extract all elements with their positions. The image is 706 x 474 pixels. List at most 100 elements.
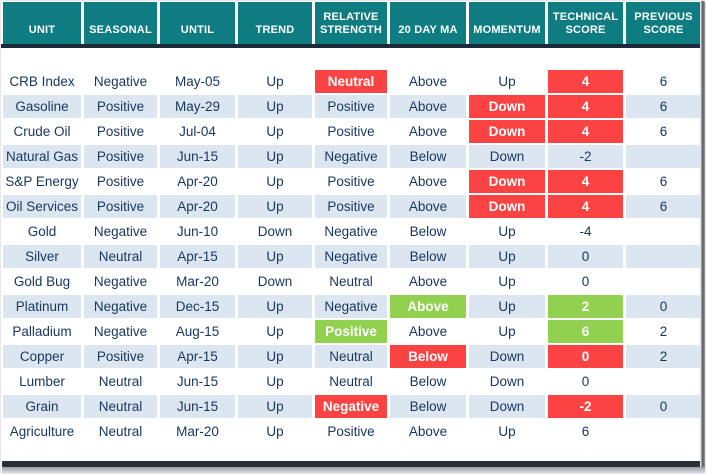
cell-gold-bug-unit[interactable]: Gold Bug <box>3 270 81 293</box>
cell-crude-oil-seasonal[interactable]: Positive <box>84 120 157 143</box>
cell-palladium-until[interactable]: Aug-15 <box>160 320 235 343</box>
cell-copper-unit[interactable]: Copper <box>3 345 81 368</box>
cell-natural-gas-seasonal[interactable]: Positive <box>84 145 157 168</box>
cell-silver-until[interactable]: Apr-15 <box>160 245 235 268</box>
cell-grain-momentum[interactable]: Down <box>469 395 545 418</box>
cell-silver-unit[interactable]: Silver <box>3 245 81 268</box>
cell-grain-previous-score[interactable]: 0 <box>626 395 701 418</box>
cell-s-p-energy-until[interactable]: Apr-20 <box>160 170 235 193</box>
cell-palladium-seasonal[interactable]: Negative <box>84 320 157 343</box>
cell-agriculture-unit[interactable]: Agriculture <box>3 420 81 443</box>
cell-lumber-relative-strength[interactable]: Neutral <box>315 370 387 393</box>
cell-copper-seasonal[interactable]: Positive <box>84 345 157 368</box>
cell-agriculture-previous-score[interactable] <box>626 420 701 443</box>
cell-natural-gas-momentum[interactable]: Down <box>469 145 545 168</box>
cell-lumber-seasonal[interactable]: Neutral <box>84 370 157 393</box>
cell-gold-trend[interactable]: Down <box>238 220 312 243</box>
cell-gasoline-20-day-ma[interactable]: Above <box>390 95 466 118</box>
cell-agriculture-trend[interactable]: Up <box>238 420 312 443</box>
cell-crb-index-seasonal[interactable]: Negative <box>84 70 157 93</box>
cell-palladium-unit[interactable]: Palladium <box>3 320 81 343</box>
cell-gold-previous-score[interactable] <box>626 220 701 243</box>
column-header-seasonal[interactable]: SEASONAL <box>84 2 157 44</box>
cell-crude-oil-technical-score[interactable]: 4 <box>548 120 623 143</box>
cell-platinum-trend[interactable]: Up <box>238 295 312 318</box>
cell-crude-oil-trend[interactable]: Up <box>238 120 312 143</box>
cell-gold-seasonal[interactable]: Negative <box>84 220 157 243</box>
cell-palladium-technical-score[interactable]: 6 <box>548 320 623 343</box>
column-header-until[interactable]: UNTIL <box>160 2 235 44</box>
cell-crude-oil-unit[interactable]: Crude Oil <box>3 120 81 143</box>
cell-palladium-trend[interactable]: Up <box>238 320 312 343</box>
cell-platinum-relative-strength[interactable]: Negative <box>315 295 387 318</box>
cell-agriculture-technical-score[interactable]: 6 <box>548 420 623 443</box>
cell-gasoline-technical-score[interactable]: 4 <box>548 95 623 118</box>
cell-gasoline-relative-strength[interactable]: Positive <box>315 95 387 118</box>
column-header-20-day-ma[interactable]: 20 DAY MA <box>390 2 466 44</box>
cell-gold-20-day-ma[interactable]: Below <box>390 220 466 243</box>
cell-gold-bug-20-day-ma[interactable]: Above <box>390 270 466 293</box>
cell-platinum-20-day-ma[interactable]: Above <box>390 295 466 318</box>
cell-gold-bug-momentum[interactable]: Up <box>469 270 545 293</box>
cell-gold-unit[interactable]: Gold <box>3 220 81 243</box>
cell-crude-oil-20-day-ma[interactable]: Above <box>390 120 466 143</box>
cell-crb-index-trend[interactable]: Up <box>238 70 312 93</box>
cell-gold-bug-previous-score[interactable] <box>626 270 701 293</box>
cell-lumber-momentum[interactable]: Down <box>469 370 545 393</box>
cell-oil-services-seasonal[interactable]: Positive <box>84 195 157 218</box>
cell-silver-momentum[interactable]: Up <box>469 245 545 268</box>
cell-lumber-20-day-ma[interactable]: Below <box>390 370 466 393</box>
cell-s-p-energy-technical-score[interactable]: 4 <box>548 170 623 193</box>
cell-grain-technical-score[interactable]: -2 <box>548 395 623 418</box>
cell-lumber-technical-score[interactable]: 0 <box>548 370 623 393</box>
cell-gasoline-momentum[interactable]: Down <box>469 95 545 118</box>
cell-gold-bug-relative-strength[interactable]: Neutral <box>315 270 387 293</box>
column-header-trend[interactable]: TREND <box>238 2 312 44</box>
cell-crb-index-unit[interactable]: CRB Index <box>3 70 81 93</box>
cell-crude-oil-relative-strength[interactable]: Positive <box>315 120 387 143</box>
cell-lumber-unit[interactable]: Lumber <box>3 370 81 393</box>
cell-gold-bug-trend[interactable]: Down <box>238 270 312 293</box>
cell-crb-index-technical-score[interactable]: 4 <box>548 70 623 93</box>
cell-natural-gas-unit[interactable]: Natural Gas <box>3 145 81 168</box>
cell-natural-gas-relative-strength[interactable]: Negative <box>315 145 387 168</box>
cell-platinum-seasonal[interactable]: Negative <box>84 295 157 318</box>
cell-lumber-trend[interactable]: Up <box>238 370 312 393</box>
cell-lumber-until[interactable]: Jun-15 <box>160 370 235 393</box>
cell-silver-relative-strength[interactable]: Negative <box>315 245 387 268</box>
cell-palladium-relative-strength[interactable]: Positive <box>315 320 387 343</box>
cell-grain-20-day-ma[interactable]: Below <box>390 395 466 418</box>
cell-s-p-energy-momentum[interactable]: Down <box>469 170 545 193</box>
cell-gold-until[interactable]: Jun-10 <box>160 220 235 243</box>
cell-agriculture-momentum[interactable]: Up <box>469 420 545 443</box>
cell-s-p-energy-previous-score[interactable]: 6 <box>626 170 701 193</box>
cell-s-p-energy-trend[interactable]: Up <box>238 170 312 193</box>
column-header-technical-score[interactable]: TECHNICAL SCORE <box>548 2 623 44</box>
cell-crb-index-relative-strength[interactable]: Neutral <box>315 70 387 93</box>
column-header-previous-score[interactable]: PREVIOUS SCORE <box>626 2 701 44</box>
cell-copper-relative-strength[interactable]: Neutral <box>315 345 387 368</box>
cell-gasoline-unit[interactable]: Gasoline <box>3 95 81 118</box>
column-header-momentum[interactable]: MOMENTUM <box>469 2 545 44</box>
cell-silver-20-day-ma[interactable]: Below <box>390 245 466 268</box>
cell-natural-gas-previous-score[interactable] <box>626 145 701 168</box>
cell-copper-20-day-ma[interactable]: Below <box>390 345 466 368</box>
cell-gold-bug-until[interactable]: Mar-20 <box>160 270 235 293</box>
cell-oil-services-previous-score[interactable]: 6 <box>626 195 701 218</box>
cell-s-p-energy-20-day-ma[interactable]: Above <box>390 170 466 193</box>
column-header-relative-strength[interactable]: RELATIVE STRENGTH <box>315 2 387 44</box>
cell-natural-gas-until[interactable]: Jun-15 <box>160 145 235 168</box>
column-header-unit[interactable]: UNIT <box>3 2 81 44</box>
cell-natural-gas-20-day-ma[interactable]: Below <box>390 145 466 168</box>
cell-oil-services-unit[interactable]: Oil Services <box>3 195 81 218</box>
cell-platinum-technical-score[interactable]: 2 <box>548 295 623 318</box>
cell-gold-bug-technical-score[interactable]: 0 <box>548 270 623 293</box>
cell-silver-trend[interactable]: Up <box>238 245 312 268</box>
cell-oil-services-momentum[interactable]: Down <box>469 195 545 218</box>
cell-oil-services-20-day-ma[interactable]: Above <box>390 195 466 218</box>
cell-platinum-until[interactable]: Dec-15 <box>160 295 235 318</box>
cell-crude-oil-previous-score[interactable]: 6 <box>626 120 701 143</box>
cell-grain-seasonal[interactable]: Neutral <box>84 395 157 418</box>
cell-agriculture-seasonal[interactable]: Neutral <box>84 420 157 443</box>
cell-copper-momentum[interactable]: Down <box>469 345 545 368</box>
